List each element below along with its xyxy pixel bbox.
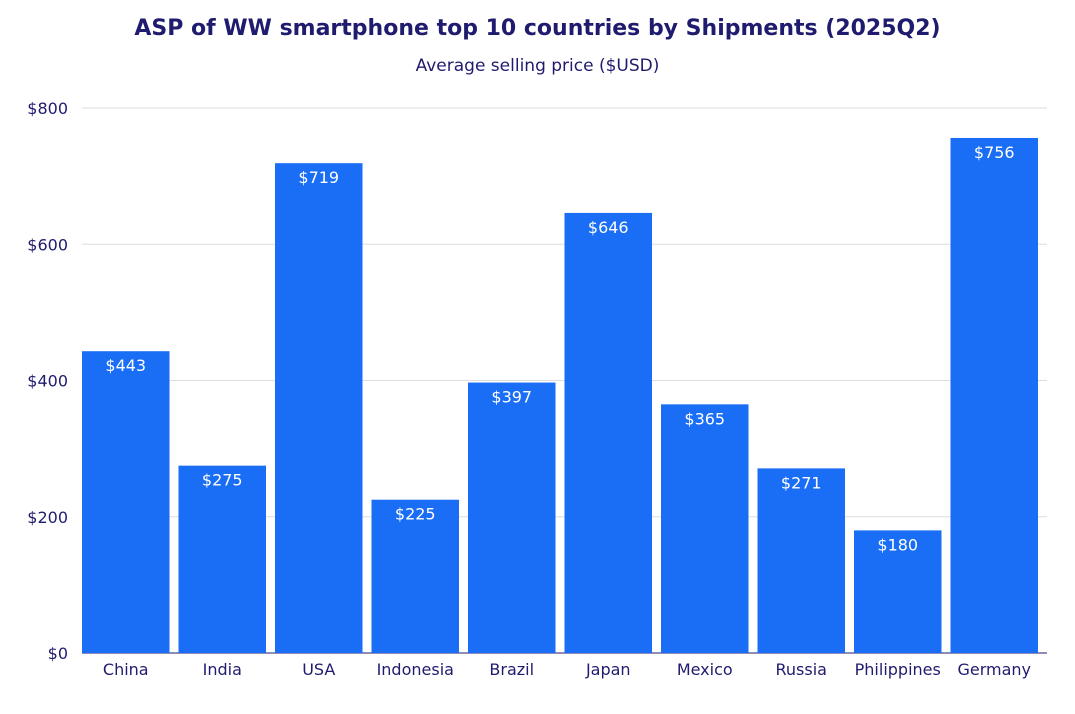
bar-india [178, 465, 266, 653]
x-tick-label: Indonesia [377, 660, 454, 679]
y-tick-label: $400 [27, 372, 68, 391]
x-tick-label: Philippines [855, 660, 941, 679]
bar-china [82, 351, 170, 653]
bar-data-label: $275 [202, 471, 243, 490]
bar-data-label: $180 [877, 535, 918, 554]
bar-data-labels: $443 $275 $719 $225 $397 $646 $365 $271 $180 $756 [105, 143, 1014, 554]
bar-data-label: $397 [491, 388, 532, 407]
bars [82, 137, 1038, 654]
bar-data-label: $365 [684, 409, 725, 428]
y-tick-label: $200 [27, 508, 68, 527]
chart-subtitle: Average selling price ($USD) [415, 56, 660, 76]
bar-data-label: $719 [298, 168, 339, 187]
bar-philippines [854, 530, 942, 653]
bar-japan [564, 212, 652, 653]
bar-indonesia [371, 499, 459, 653]
bar-brazil [468, 382, 556, 653]
bar-data-label: $646 [588, 218, 629, 237]
y-tick-label: $0 [48, 644, 68, 663]
x-tick-label: Mexico [677, 660, 733, 679]
x-tick-label: USA [302, 660, 335, 679]
y-tick-label: $800 [27, 99, 68, 118]
bar-data-label: $271 [781, 473, 822, 492]
x-axis-tick-labels: China India USA Indonesia Brazil Japan Mexico R… [103, 660, 1031, 679]
x-tick-label: Russia [776, 660, 827, 679]
y-axis-tick-labels: $0 $200 $400 $600 $800 [27, 99, 68, 663]
x-tick-label: Japan [585, 660, 631, 679]
x-tick-label: China [103, 660, 149, 679]
x-tick-label: Brazil [489, 660, 534, 679]
bar-data-label: $225 [395, 505, 436, 524]
bar-data-label: $443 [105, 356, 146, 375]
y-tick-label: $600 [27, 235, 68, 254]
chart-title: ASP of WW smartphone top 10 countries by… [134, 16, 941, 41]
x-tick-label: Germany [957, 660, 1031, 679]
bar-germany [950, 137, 1038, 654]
bar-data-label: $756 [974, 143, 1015, 162]
bar-mexico [661, 404, 749, 653]
x-tick-label: India [203, 660, 242, 679]
bar-usa [275, 163, 363, 653]
bar-russia [757, 468, 845, 653]
